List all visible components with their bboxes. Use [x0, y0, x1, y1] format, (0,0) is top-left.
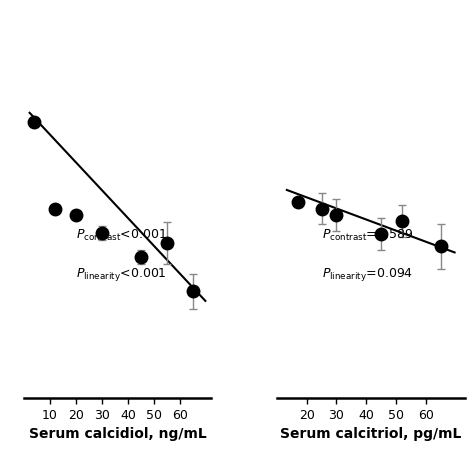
- Text: $P_{\rm contrast}$=0.589: $P_{\rm contrast}$=0.589: [321, 228, 413, 243]
- Text: $P_{\rm linearity}$<0.001: $P_{\rm linearity}$<0.001: [76, 266, 166, 283]
- Text: $P_{\rm linearity}$=0.094: $P_{\rm linearity}$=0.094: [321, 266, 413, 283]
- Text: $P_{\rm contrast}$<0.001: $P_{\rm contrast}$<0.001: [76, 228, 167, 243]
- X-axis label: Serum calcitriol, pg/mL: Serum calcitriol, pg/mL: [280, 427, 461, 441]
- X-axis label: Serum calcidiol, ng/mL: Serum calcidiol, ng/mL: [28, 427, 206, 441]
